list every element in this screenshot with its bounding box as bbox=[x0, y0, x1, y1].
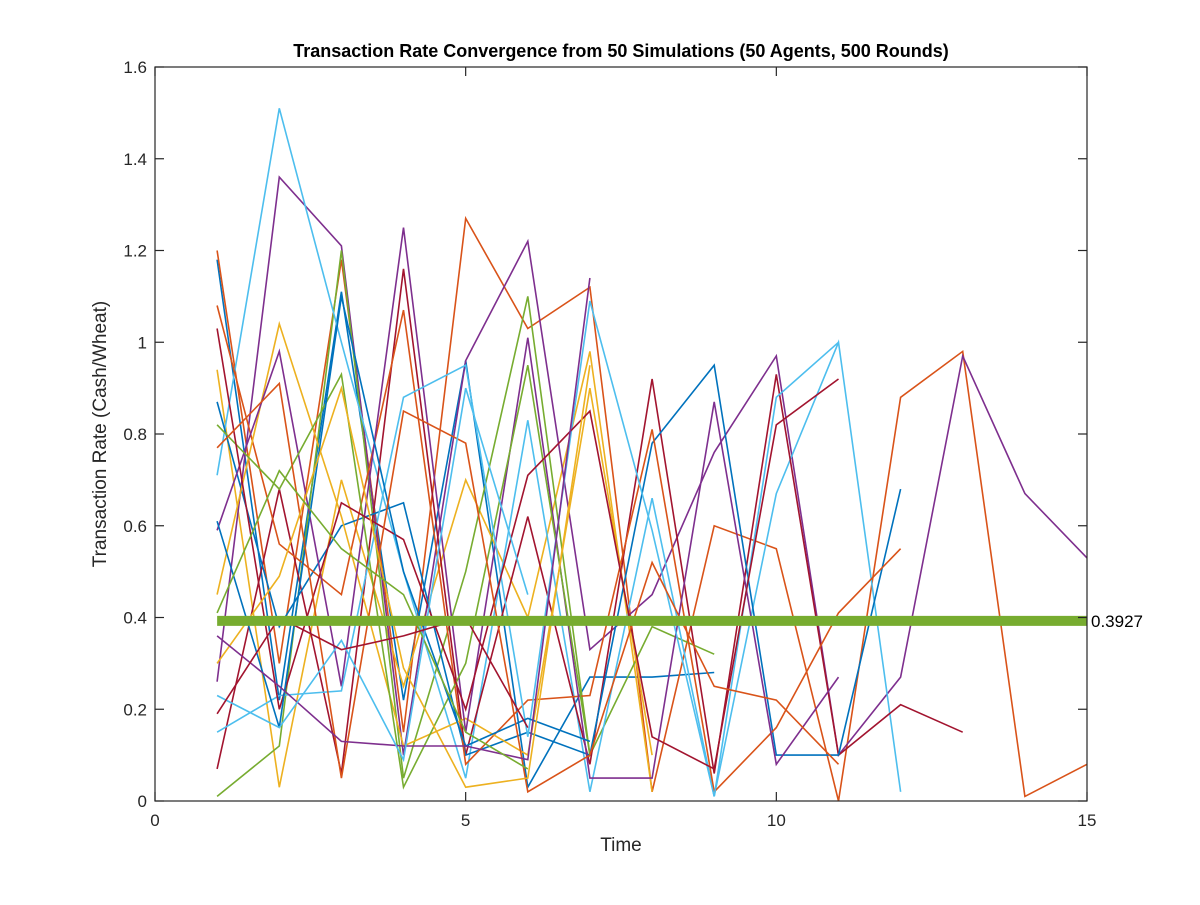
series-line-21 bbox=[216, 616, 529, 728]
x-tick-label: 15 bbox=[1078, 811, 1097, 830]
series-line-19 bbox=[216, 469, 529, 770]
y-tick-label: 1 bbox=[138, 333, 147, 352]
y-tick-label: 1.4 bbox=[123, 150, 147, 169]
y-tick-label: 0.2 bbox=[123, 700, 147, 719]
x-axis-label: Time bbox=[600, 835, 642, 856]
y-tick-label: 0.8 bbox=[123, 425, 147, 444]
x-tick-label: 5 bbox=[461, 811, 470, 830]
series-line-10 bbox=[216, 320, 653, 757]
series-layer bbox=[216, 108, 1088, 802]
chart-title: Transaction Rate Convergence from 50 Sim… bbox=[293, 41, 949, 61]
series-line-4 bbox=[216, 175, 1088, 758]
x-tick-label: 0 bbox=[150, 811, 159, 830]
y-tick-label: 1.6 bbox=[123, 58, 147, 77]
y-tick-label: 0.4 bbox=[123, 609, 147, 628]
series-line-8 bbox=[216, 363, 902, 757]
series-line-3 bbox=[216, 351, 653, 792]
y-tick-label: 1.2 bbox=[123, 242, 147, 261]
series-line-13 bbox=[216, 300, 840, 797]
reference-line-layer: 0.3927 bbox=[217, 612, 1143, 631]
series-line-9 bbox=[216, 305, 902, 794]
series-line-16 bbox=[216, 381, 840, 794]
series-line-12 bbox=[216, 365, 591, 790]
series-line-18 bbox=[216, 277, 591, 761]
series-line-14 bbox=[216, 328, 839, 771]
y-tick-label: 0 bbox=[138, 792, 147, 811]
series-line-17 bbox=[216, 365, 591, 789]
reference-line-label: 0.3927 bbox=[1091, 612, 1143, 631]
series-line-6 bbox=[216, 108, 902, 797]
tick-layer: 0 5 10 15 0 0.2 0.4 0.6 0.8 1 1.2 1.4 1.6 bbox=[123, 58, 1096, 830]
series-line-11 bbox=[216, 227, 840, 779]
x-tick-label: 10 bbox=[767, 811, 786, 830]
y-axis-label: Transaction Rate (Cash/Wheat) bbox=[90, 301, 111, 567]
series-line-20 bbox=[216, 387, 529, 763]
y-tick-label: 0.6 bbox=[123, 517, 147, 536]
